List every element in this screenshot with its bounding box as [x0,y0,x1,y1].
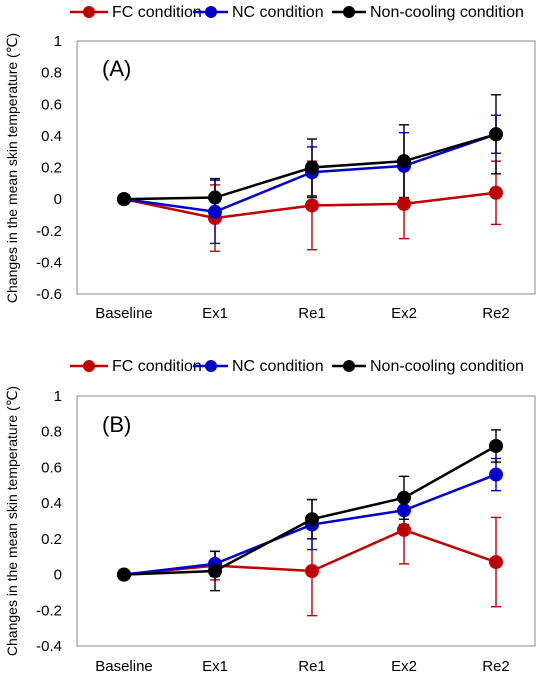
y-axis-label-a: Changes in the mean skin temperature (℃) [4,33,20,303]
legend-b-nc-marker [205,360,217,372]
x-tick-label-b: Ex2 [391,658,417,675]
y-tick-label-a: 1 [54,33,62,50]
x-tick-label-b: Re1 [298,658,326,675]
x-tick-label-b: Baseline [95,658,153,675]
x-ticks-b: Baseline Ex1 Re1 Ex2 Re2 [95,658,510,675]
legend-b-fc-marker [83,360,95,372]
plot-area-a [76,40,536,295]
y-tick-label-b: 0.8 [41,424,62,441]
data-point-nc [397,503,411,518]
data-point-nc [208,204,222,219]
legend-a-noncool-marker [343,6,355,18]
x-tick-label-a: Ex2 [391,305,417,322]
chart-marks-a [117,94,503,253]
y-tick-label-a: 0.8 [41,65,62,82]
y-tick-label-b: 0 [54,567,62,584]
panel-label-b: (B) [102,412,131,437]
data-point-noncool [305,512,319,527]
data-point-noncool [489,127,503,142]
series-line-noncool [123,444,497,576]
x-tick-label-a: Re2 [482,305,510,322]
y-tick-label-b: -0.4 [36,638,62,655]
data-point-fc [397,196,411,211]
legend-a: FC condition NC condition Non-cooling co… [70,4,524,21]
data-point-noncool [397,154,411,169]
data-point-noncool [208,190,222,205]
legend-a-nc: NC condition [193,4,324,21]
y-ticks-a: 1 0.8 0.6 0.4 0.2 0 -0.2 -0.4 -0.6 [36,33,62,303]
y-tick-label-a: 0.2 [41,160,62,177]
legend-b-noncool: Non-cooling condition [332,358,524,375]
legend-b-nc: NC condition [193,358,324,375]
x-ticks-a: Baseline Ex1 Re1 Ex2 Re2 [95,305,510,322]
legend-b-nc-label: NC condition [232,358,324,375]
panel-b: FC condition NC condition Non-cooling co… [4,358,536,675]
x-tick-label-b: Ex1 [202,658,228,675]
legend-a-nc-marker [205,6,217,18]
data-point-fc [489,185,503,200]
data-point-noncool [208,564,222,578]
data-point-noncool [117,192,131,207]
data-point-fc [489,555,503,570]
y-tick-label-a: 0.4 [41,128,62,145]
y-ticks-b: 1 0.8 0.6 0.4 0.2 0 -0.2 -0.4 [36,388,62,655]
legend-b-noncool-marker [343,360,355,372]
y-tick-label-a: -0.6 [36,286,62,303]
data-point-noncool [489,439,503,453]
legend-a-fc: FC condition [70,4,202,21]
y-tick-label-b: 1 [54,388,62,405]
y-tick-label-b: 0.4 [41,495,62,512]
x-tick-label-a: Re1 [298,305,326,322]
chart-marks-b [117,429,503,617]
legend-a-fc-label: FC condition [112,4,202,21]
data-point-fc [305,564,319,578]
legend-a-fc-marker [83,6,95,18]
y-tick-label-a: -0.4 [36,254,62,271]
legend-b-fc-label: FC condition [112,358,202,375]
x-tick-label-a: Ex1 [202,305,228,322]
data-point-noncool [117,567,131,582]
y-tick-label-a: 0 [54,191,62,208]
data-point-fc [305,198,319,213]
legend-b: FC condition NC condition Non-cooling co… [70,358,524,375]
y-tick-label-a: 0.6 [41,96,62,113]
x-tick-label-a: Baseline [95,305,153,322]
data-point-fc [397,522,411,537]
panel-a: FC condition NC condition Non-cooling co… [4,4,536,322]
y-tick-label-b: 0.6 [41,459,62,476]
data-point-noncool [397,490,411,505]
legend-b-noncool-label: Non-cooling condition [370,358,524,375]
plot-area-b [76,395,536,647]
y-tick-label-b: 0.2 [41,531,62,548]
legend-b-fc: FC condition [70,358,202,375]
y-axis-label-b: Changes in the mean skin temperature (℃) [4,386,20,656]
y-tick-label-b: -0.2 [36,602,62,619]
data-point-nc [489,467,503,482]
panel-label-a: (A) [102,56,131,81]
legend-a-noncool-label: Non-cooling condition [370,4,524,21]
y-tick-label-a: -0.2 [36,223,62,240]
legend-a-nc-label: NC condition [232,4,324,21]
legend-a-noncool: Non-cooling condition [332,4,524,21]
x-tick-label-b: Re2 [482,658,510,675]
data-point-noncool [305,160,319,175]
